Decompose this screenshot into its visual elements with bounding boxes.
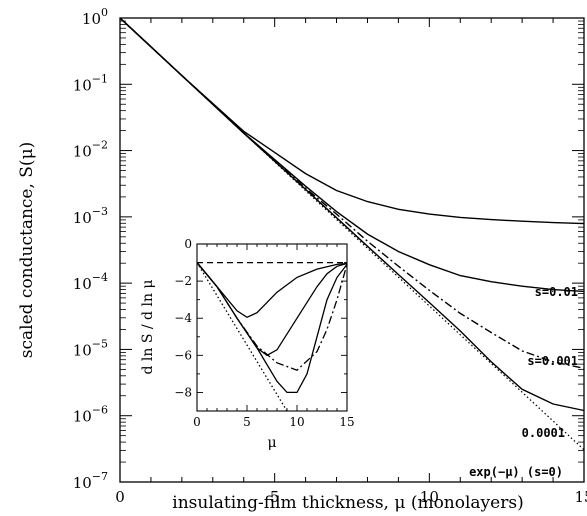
main-y-axis-label: scaled conductance, S(μ) — [17, 142, 37, 358]
series-line-4 — [119, 17, 585, 451]
inset-plot-ticks — [196, 243, 348, 412]
series-label-s001: s=0.01 — [535, 285, 578, 299]
inset-x-tick-label: 0 — [193, 415, 201, 429]
inset-plot-curves — [196, 261, 348, 412]
y-tick-label: 10−5 — [73, 337, 108, 359]
inset-y-tick-label: −8 — [174, 385, 192, 399]
inset-plot: 0 5 10 15 0 −2 −4 −6 −8 μ d ln S / d ln μ — [140, 237, 355, 451]
main-plot-frame — [119, 17, 585, 483]
y-tick-label: 10−1 — [73, 72, 108, 94]
x-tick-label: 0 — [115, 488, 125, 506]
inset-y-tick-label: 0 — [184, 237, 192, 251]
inset-y-tick-labels: 0 −2 −4 −6 −8 — [174, 237, 192, 399]
x-tick-label: 5 — [270, 488, 280, 506]
y-tick-label: 10−6 — [73, 404, 108, 426]
main-plot-curves — [119, 17, 585, 451]
inset-y-axis-label: d ln S / d ln μ — [140, 279, 156, 374]
main-x-axis-label: insulating-film thickness, μ (monolayers… — [172, 493, 523, 513]
main-y-tick-labels: 100 10−1 10−2 10−3 10−4 10−5 10−6 10−7 — [73, 6, 108, 492]
x-tick-label: 15 — [574, 488, 587, 506]
inset-y-tick-label: −6 — [174, 348, 192, 362]
series-label-0.0001: 0.0001 — [522, 426, 565, 440]
series-label-exp: exp(−μ) (s=0) — [469, 465, 563, 479]
main-x-tick-labels: 0 5 10 15 — [115, 488, 587, 506]
y-tick-label: 10−2 — [73, 139, 108, 161]
inset-y-tick-label: −2 — [174, 274, 192, 288]
inset-x-tick-label: 5 — [243, 415, 251, 429]
x-tick-label: 10 — [420, 488, 439, 506]
inset-x-axis-label: μ — [267, 435, 276, 451]
series-line-2 — [119, 17, 585, 369]
inset-series-line-1 — [196, 262, 348, 319]
y-tick-label: 10−4 — [73, 271, 108, 293]
inset-x-tick-labels: 0 5 10 15 — [193, 415, 354, 429]
inset-x-tick-label: 10 — [289, 415, 304, 429]
inset-plot-frame — [196, 243, 348, 412]
main-plot-ticks — [119, 17, 585, 483]
series-line-0 — [119, 17, 585, 225]
inset-plot-background — [197, 244, 347, 411]
inset-series-line-5 — [196, 262, 288, 412]
inset-y-tick-label: −4 — [174, 311, 192, 325]
series-label-s0001: s=0.001 — [527, 354, 578, 368]
inset-x-tick-label: 15 — [339, 415, 354, 429]
y-tick-label: 10−7 — [73, 470, 108, 492]
y-tick-label: 100 — [82, 6, 108, 28]
y-tick-label: 10−3 — [73, 205, 108, 227]
inset-series-line-4 — [196, 262, 348, 394]
